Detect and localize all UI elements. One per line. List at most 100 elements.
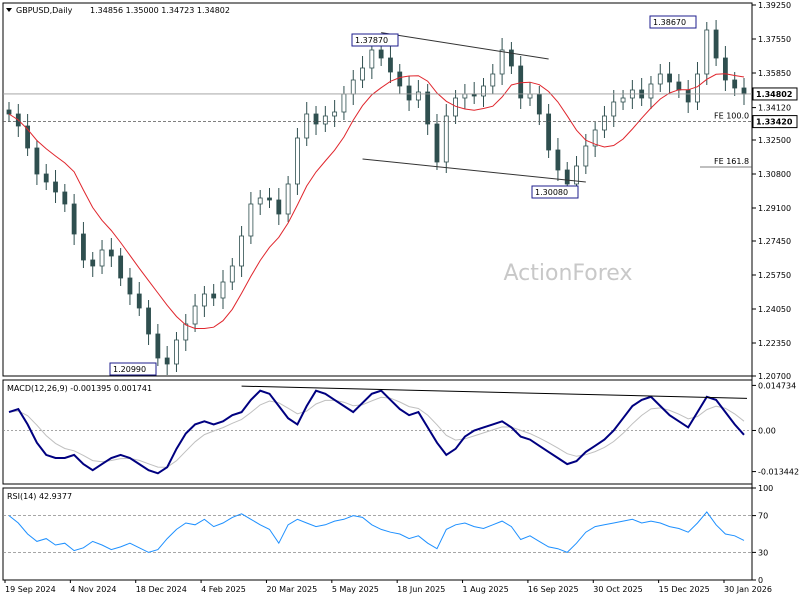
candle-body <box>685 89 691 103</box>
candle-body <box>304 113 310 139</box>
candle-body <box>369 49 375 69</box>
header-symbol: GBPUSD,Daily <box>16 6 73 15</box>
candle-body <box>99 249 105 267</box>
rsi-axis-label: 100 <box>758 484 773 493</box>
rsi-axis-label: 70 <box>758 512 768 521</box>
candle-body <box>239 235 244 267</box>
candle-body <box>229 265 235 283</box>
candle-body <box>425 91 431 125</box>
candle-body <box>527 93 533 99</box>
candle-body <box>146 307 151 335</box>
candle-body <box>518 65 524 99</box>
candle-body <box>583 145 589 167</box>
candle-body <box>620 97 626 103</box>
candle-body <box>108 249 114 257</box>
x-axis-label: 16 Sep 2025 <box>528 585 579 594</box>
candle-body <box>313 113 319 125</box>
candle-body <box>397 71 403 87</box>
candle-body <box>211 293 217 299</box>
fe-level-label: FE 100.0 <box>714 112 749 121</box>
axis-price-tag <box>752 115 798 129</box>
rsi-line <box>8 511 745 553</box>
candle-body <box>136 293 142 309</box>
macd-axis-label: 0.014734 <box>758 381 796 390</box>
candle-body <box>62 191 68 205</box>
candle-body <box>43 173 49 183</box>
candle-body <box>183 323 189 341</box>
macd-axis-label: -0.013442 <box>758 468 799 477</box>
candle-body <box>611 101 617 117</box>
candle-body <box>499 49 505 75</box>
macd-axis-label: 0.00 <box>758 426 776 435</box>
candle-body <box>350 79 356 95</box>
axis-price-tag-text: 1.33420 <box>756 118 793 127</box>
price-label-text: 1.20990 <box>113 365 146 374</box>
price-label-text: 1.38670 <box>653 18 686 27</box>
candle-body <box>164 357 170 365</box>
candle-body <box>341 93 347 113</box>
candle-body <box>71 203 77 235</box>
x-axis-label: 18 Jun 2025 <box>397 585 445 594</box>
x-axis-label: 4 Feb 2025 <box>201 585 246 594</box>
candle-body <box>490 73 496 87</box>
candle-body <box>434 123 440 163</box>
price-axis-label: 1.35850 <box>758 69 791 78</box>
dropdown-triangle-icon <box>6 8 12 12</box>
channel-lower-line <box>362 158 586 183</box>
candle-body <box>602 115 607 131</box>
candle-body <box>415 91 421 101</box>
candle-body <box>592 129 598 147</box>
price-label-text: 1.30080 <box>535 188 568 197</box>
candle-body <box>257 197 263 205</box>
axis-price-tag <box>752 87 798 101</box>
x-axis-label: 30 Oct 2025 <box>593 585 642 594</box>
candle-body <box>295 137 300 185</box>
rsi-axis-label: 30 <box>758 548 768 557</box>
candle-body <box>695 73 700 103</box>
rsi-axis-label: 0 <box>758 576 763 585</box>
candle-body <box>546 113 552 151</box>
price-axis-label: 1.30800 <box>758 170 791 179</box>
fe-level-label: FE 161.8 <box>714 157 749 166</box>
candle-body <box>267 197 272 201</box>
candle-body <box>25 125 31 149</box>
price-axis-label: 1.22350 <box>758 339 791 348</box>
candle-body <box>667 73 672 83</box>
price-axis-label: 1.34120 <box>758 104 791 113</box>
price-label-box <box>109 362 157 376</box>
macd-panel <box>2 379 753 485</box>
candle-body <box>741 87 747 95</box>
price-axis-label: 1.32500 <box>758 136 791 145</box>
candle-body <box>388 57 393 73</box>
candle-body <box>360 67 365 81</box>
price-axis-label: 1.24050 <box>758 305 791 314</box>
candle-body <box>174 339 179 365</box>
candle-body <box>155 333 161 359</box>
candle-body <box>201 293 207 307</box>
macd-trend-line <box>241 385 748 399</box>
candle-body <box>127 277 133 295</box>
x-axis-label: 19 Sep 2024 <box>5 585 56 594</box>
price-axis-label: 1.25750 <box>758 271 791 280</box>
x-axis-label: 20 Mar 2025 <box>266 585 317 594</box>
price-label-box <box>351 33 399 47</box>
candle-body <box>564 169 570 185</box>
price-axis-label: 1.27450 <box>758 237 791 246</box>
candle-body <box>81 233 86 261</box>
header-ohlc: 1.34856 1.35000 1.34723 1.34802 <box>90 6 230 15</box>
x-axis-label: 18 Dec 2024 <box>136 585 187 594</box>
candle-body <box>657 73 663 85</box>
price-label-box <box>531 185 579 199</box>
x-axis-label: 5 May 2025 <box>332 585 379 594</box>
macd-line <box>8 389 745 475</box>
candle-body <box>722 57 728 81</box>
candle-body <box>6 109 12 115</box>
candle-body <box>443 115 449 163</box>
candle-body <box>704 29 710 75</box>
x-axis-label: 1 Aug 2025 <box>463 585 509 594</box>
price-label-text: 1.37870 <box>355 36 388 45</box>
candle-body <box>648 83 654 99</box>
x-axis-label: 4 Nov 2024 <box>70 585 116 594</box>
macd-title: MACD(12,26,9) -0.001395 0.001741 <box>7 384 152 393</box>
